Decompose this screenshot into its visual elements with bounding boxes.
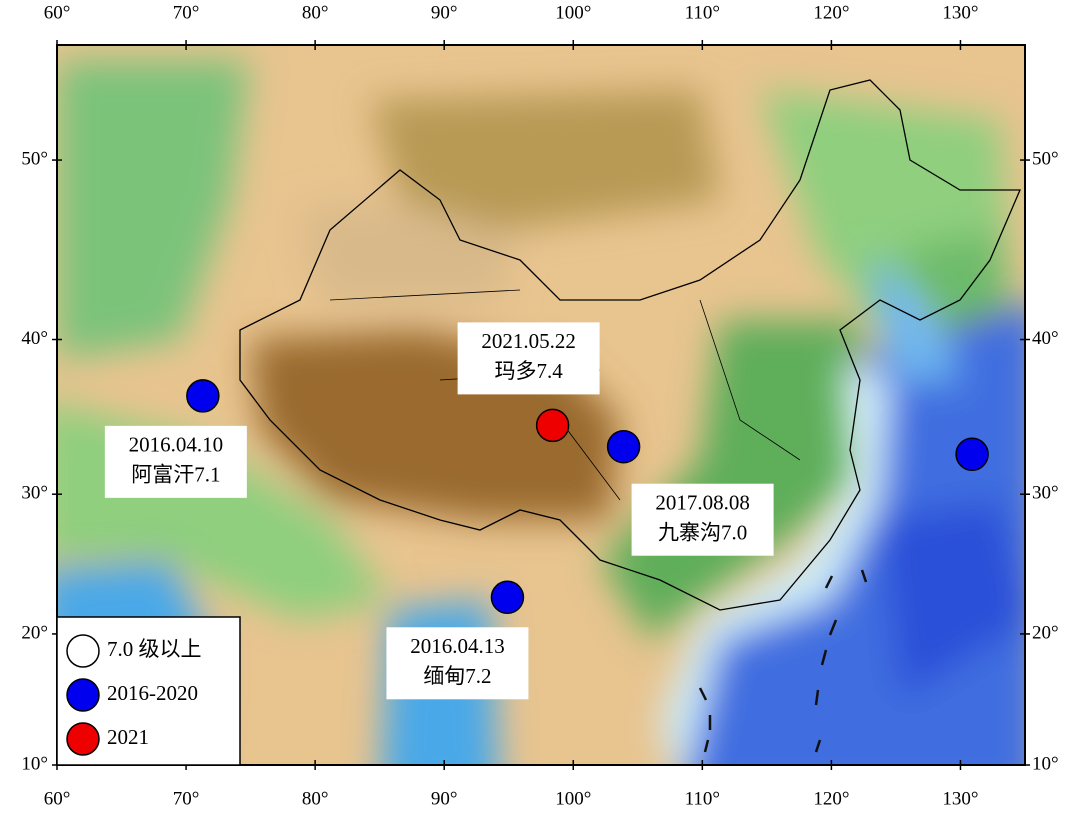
y-tick-label: 20° <box>21 622 48 643</box>
nine-dash-line <box>698 569 868 753</box>
x-tick-label: 70° <box>173 788 200 809</box>
x-tick-label: 110° <box>685 2 720 23</box>
x-tick-label: 130° <box>942 2 978 23</box>
y-tick-label: 40° <box>21 328 48 349</box>
y-tick-label: 30° <box>1032 483 1059 504</box>
event-date: 2016.04.13 <box>410 634 505 658</box>
legend-swatch <box>66 722 100 756</box>
legend-swatch <box>66 634 100 668</box>
y-tick-label: 50° <box>1032 148 1059 169</box>
y-tick-label: 10° <box>21 753 48 774</box>
x-tick-label: 60° <box>44 2 71 23</box>
x-tick-label: 120° <box>813 788 849 809</box>
y-tick-label: 40° <box>1032 328 1059 349</box>
y-tick-label: 30° <box>21 483 48 504</box>
y-tick-label: 50° <box>21 148 48 169</box>
x-tick-label: 100° <box>555 2 591 23</box>
earthquake-marker <box>490 580 525 615</box>
x-tick-label: 110° <box>685 788 720 809</box>
y-tick-label: 10° <box>1032 753 1059 774</box>
x-tick-label: 80° <box>302 788 329 809</box>
event-date: 2016.04.10 <box>129 433 224 457</box>
map-frame <box>56 44 1026 766</box>
x-tick-label: 120° <box>813 2 849 23</box>
x-tick-label: 100° <box>555 788 591 809</box>
overlay: 60° 60° 70° 70° 80° 80° 90° 90° 100° 100° 110° 110°… <box>21 2 1058 809</box>
event-name: 阿富汗7.1 <box>131 463 220 487</box>
event-date: 2017.08.08 <box>655 491 750 515</box>
earthquake-marker <box>955 437 989 471</box>
x-tick-label: 70° <box>173 2 200 23</box>
legend-label: 2016-2020 <box>107 681 198 705</box>
y-tick-label: 20° <box>1032 622 1059 643</box>
x-tick-label: 90° <box>431 2 458 23</box>
label-box <box>386 627 529 700</box>
x-tick-label: 130° <box>942 788 978 809</box>
event-date: 2021.05.22 <box>481 329 576 353</box>
legend-swatch <box>66 678 100 712</box>
legend-label: 2021 <box>107 725 149 749</box>
label-box <box>104 425 247 498</box>
legend-label: 7.0 级以上 <box>107 637 202 661</box>
x-tick-label: 60° <box>44 788 71 809</box>
label-box <box>457 322 600 395</box>
x-tick-label: 80° <box>302 2 329 23</box>
terrain <box>57 45 1025 765</box>
earthquake-marker <box>186 379 220 413</box>
earthquake-marker <box>535 408 570 443</box>
earthquake-marker <box>606 429 641 464</box>
event-name: 缅甸7.2 <box>423 664 491 688</box>
event-name: 九寨沟7.0 <box>658 521 747 545</box>
event-name: 玛多7.4 <box>494 359 563 383</box>
label-box <box>631 483 774 556</box>
x-tick-label: 90° <box>431 788 458 809</box>
